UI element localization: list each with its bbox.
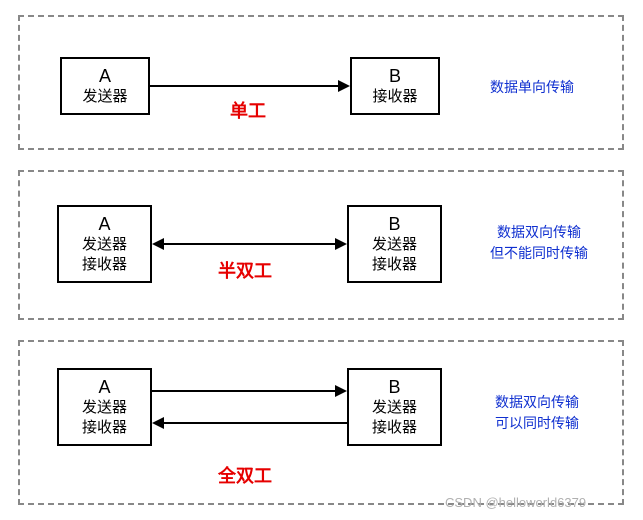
node-a-letter: A	[98, 377, 110, 398]
node-b-simplex: B 接收器	[350, 57, 440, 115]
arrow-full-top-head	[335, 385, 347, 397]
arrow-half-head-l	[152, 238, 164, 250]
arrow-half-head-r	[335, 238, 347, 250]
mode-label-half: 半双工	[218, 257, 272, 283]
node-b-letter: B	[389, 66, 401, 87]
node-a-line2: 接收器	[82, 418, 127, 438]
panel-simplex: A 发送器 B 接收器 单工 数据单向传输	[18, 15, 624, 150]
desc-full-line1: 数据双向传输	[495, 392, 579, 413]
desc-simplex: 数据单向传输	[490, 77, 574, 98]
node-a-letter: A	[98, 214, 110, 235]
node-b-line1: 发送器	[372, 398, 417, 418]
desc-simplex-line1: 数据单向传输	[490, 77, 574, 98]
node-a-line2: 接收器	[82, 255, 127, 275]
arrow-full-bot-head	[152, 417, 164, 429]
node-b-full: B 发送器 接收器	[347, 368, 442, 446]
node-a-line1: 发送器	[82, 398, 127, 418]
desc-half-line2: 但不能同时传输	[490, 243, 588, 264]
node-b-line2: 接收器	[372, 255, 417, 275]
panel-full-duplex: A 发送器 接收器 B 发送器 接收器 全双工 数据双向传输 可以同时传输	[18, 340, 624, 505]
desc-half-line1: 数据双向传输	[490, 222, 588, 243]
mode-label-full: 全双工	[218, 462, 272, 488]
node-a-full: A 发送器 接收器	[57, 368, 152, 446]
arrow-full-top-line	[152, 390, 335, 392]
panel-half-duplex: A 发送器 接收器 B 发送器 接收器 半双工 数据双向传输 但不能同时传输	[18, 170, 624, 320]
desc-half: 数据双向传输 但不能同时传输	[490, 222, 588, 264]
arrow-half-line	[164, 243, 335, 245]
watermark: CSDN @helloworld6379	[445, 495, 586, 510]
node-b-letter: B	[388, 214, 400, 235]
mode-label-simplex: 单工	[230, 97, 266, 123]
desc-full-line2: 可以同时传输	[495, 413, 579, 434]
node-a-half: A 发送器 接收器	[57, 205, 152, 283]
desc-full: 数据双向传输 可以同时传输	[495, 392, 579, 434]
node-a-simplex: A 发送器	[60, 57, 150, 115]
arrow-simplex-line	[150, 85, 340, 87]
arrow-simplex-head	[338, 80, 350, 92]
node-a-letter: A	[99, 66, 111, 87]
node-a-line1: 发送器	[82, 87, 127, 107]
node-b-line1: 发送器	[372, 235, 417, 255]
node-b-letter: B	[388, 377, 400, 398]
node-b-line2: 接收器	[372, 418, 417, 438]
node-a-line1: 发送器	[82, 235, 127, 255]
node-b-half: B 发送器 接收器	[347, 205, 442, 283]
node-b-line1: 接收器	[372, 87, 417, 107]
arrow-full-bot-line	[164, 422, 347, 424]
